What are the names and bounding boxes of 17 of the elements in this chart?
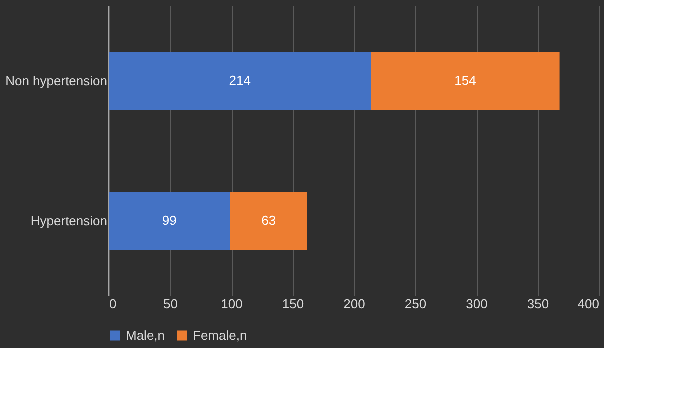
x-tick-label: 350: [527, 296, 550, 312]
x-tick-label: 200: [344, 296, 366, 312]
x-tick-label: 300: [466, 296, 488, 312]
x-tick-label: 100: [221, 296, 243, 312]
data-label: 99: [162, 213, 177, 228]
legend-label: Male,n: [126, 328, 166, 343]
x-tick-label: 50: [164, 296, 178, 312]
x-tick-label: 250: [404, 296, 427, 312]
legend-label: Female,n: [193, 328, 248, 343]
data-label: 214: [229, 73, 251, 88]
x-tick-label: 150: [282, 296, 304, 312]
data-label: 63: [262, 213, 276, 228]
x-tick-label: 400: [578, 296, 600, 312]
y-tick-label: Non hypertension: [6, 74, 108, 88]
y-tick-label: Hypertension: [30, 214, 108, 228]
x-tick-label: 0: [110, 296, 117, 312]
data-label: 154: [454, 73, 476, 88]
